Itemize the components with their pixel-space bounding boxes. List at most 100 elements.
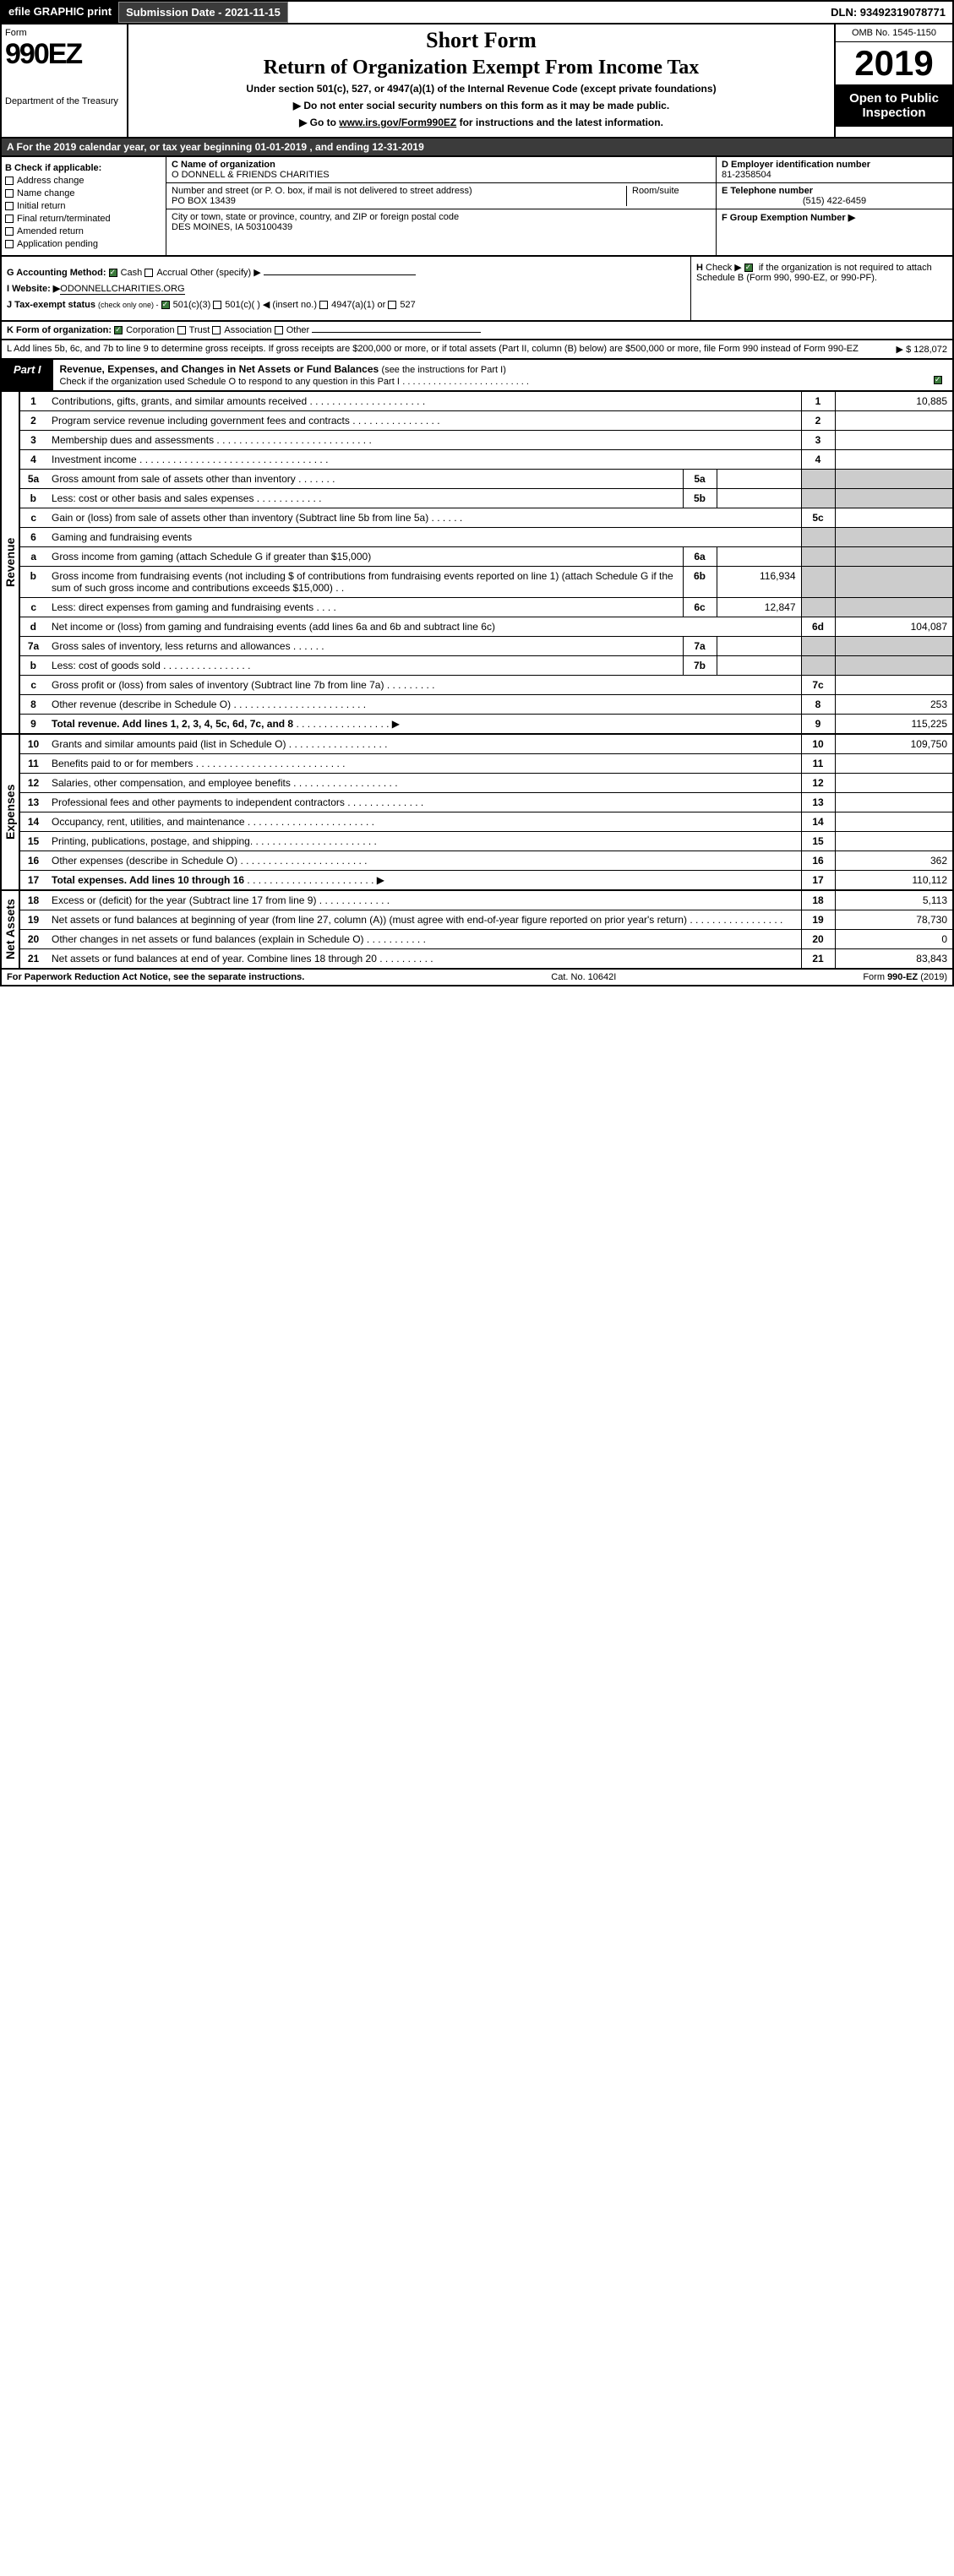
part-1-tag: Part I (2, 360, 53, 390)
other-org-line (312, 332, 481, 333)
line-i: I Website: ▶ODONNELLCHARITIES.ORG (7, 283, 685, 294)
table-row: 21Net assets or fund balances at end of … (19, 949, 953, 970)
table-row: dNet income or (loss) from gaming and fu… (19, 617, 953, 637)
sections-b-thru-f: B Check if applicable: Address change Na… (0, 157, 954, 257)
section-h: H Check ▶ if the organization is not req… (690, 257, 952, 320)
tel-label: E Telephone number (722, 186, 947, 196)
form-number: 990EZ (5, 38, 123, 71)
cb-trust[interactable] (177, 326, 186, 334)
section-c-org: C Name of organization O DONNELL & FRIEN… (166, 157, 716, 255)
org-name: O DONNELL & FRIENDS CHARITIES (172, 170, 711, 180)
open-to-public: Open to Public Inspection (836, 84, 952, 127)
i-label: I Website: ▶ (7, 284, 60, 294)
table-row: 8Other revenue (describe in Schedule O) … (19, 695, 953, 715)
ein-label: D Employer identification number (722, 160, 947, 170)
cb-other[interactable] (275, 326, 283, 334)
table-row: 13Professional fees and other payments t… (19, 793, 953, 812)
city-label: City or town, state or province, country… (172, 212, 711, 222)
room-label: Room/suite (632, 186, 711, 196)
cat-number: Cat. No. 10642I (551, 972, 616, 982)
short-form-title: Short Form (135, 28, 827, 53)
street-value: PO BOX 13439 (172, 196, 626, 206)
left-g-i-j: G Accounting Method: Cash Accrual Other … (2, 257, 690, 320)
line-j: J Tax-exempt status (check only one) - 5… (7, 299, 685, 310)
revenue-section: Revenue 1Contributions, gifts, grants, a… (0, 392, 954, 735)
table-row: 17Total expenses. Add lines 10 through 1… (19, 871, 953, 891)
net-assets-table: 18Excess or (deficit) for the year (Subt… (19, 891, 954, 970)
section-b-label: B Check if applicable: (5, 163, 162, 173)
paperwork-notice: For Paperwork Reduction Act Notice, see … (7, 972, 304, 982)
cb-address-change[interactable]: Address change (5, 176, 162, 186)
g-label: G Accounting Method: (7, 268, 106, 278)
department-label: Department of the Treasury (5, 96, 123, 106)
cb-527[interactable] (388, 301, 396, 309)
goto-pre: Go to (310, 117, 340, 128)
subtitle: Under section 501(c), 527, or 4947(a)(1)… (135, 83, 827, 95)
website-value[interactable]: ODONNELLCHARITIES.ORG (60, 284, 184, 295)
title-column: Short Form Return of Organization Exempt… (128, 24, 834, 137)
cb-4947[interactable] (319, 301, 328, 309)
j-label: J Tax-exempt status (7, 300, 95, 310)
top-bar: efile GRAPHIC print Submission Date - 20… (0, 0, 954, 24)
ssn-warning: Do not enter social security numbers on … (135, 100, 827, 111)
cb-amended-return[interactable]: Amended return (5, 226, 162, 236)
cb-corporation[interactable] (114, 326, 123, 334)
cb-accrual[interactable] (144, 269, 153, 277)
org-name-label: C Name of organization (172, 160, 711, 170)
cb-h[interactable] (744, 264, 753, 272)
cb-initial-return[interactable]: Initial return (5, 201, 162, 211)
part-1-checkbox[interactable] (927, 360, 952, 390)
h-check-label: Check ▶ (706, 263, 742, 273)
cb-application-pending[interactable]: Application pending (5, 239, 162, 249)
table-row: 15Printing, publications, postage, and s… (19, 832, 953, 851)
table-row: 20Other changes in net assets or fund ba… (19, 930, 953, 949)
table-row: cLess: direct expenses from gaming and f… (19, 598, 953, 617)
revenue-side-label: Revenue (0, 392, 19, 735)
cb-501c3[interactable] (161, 301, 170, 309)
table-row: bLess: cost or other basis and sales exp… (19, 489, 953, 508)
table-row: bLess: cost of goods sold . . . . . . . … (19, 656, 953, 676)
irs-link[interactable]: www.irs.gov/Form990EZ (339, 117, 456, 128)
table-row: aGross income from gaming (attach Schedu… (19, 547, 953, 567)
cb-cash[interactable] (109, 269, 117, 277)
table-row: 1Contributions, gifts, grants, and simil… (19, 392, 953, 411)
tel-value: (515) 422-6459 (722, 196, 947, 206)
cb-final-return[interactable]: Final return/terminated (5, 214, 162, 224)
cb-501c[interactable] (213, 301, 221, 309)
expenses-section: Expenses 10Grants and similar amounts pa… (0, 735, 954, 891)
net-assets-side-label: Net Assets (0, 891, 19, 970)
other-specify-line (264, 274, 416, 275)
line-l: L Add lines 5b, 6c, and 7b to line 9 to … (0, 340, 954, 360)
table-row: 16Other expenses (describe in Schedule O… (19, 851, 953, 871)
table-row: 6Gaming and fundraising events (19, 528, 953, 547)
table-row: 10Grants and similar amounts paid (list … (19, 735, 953, 754)
efile-button[interactable]: efile GRAPHIC print (2, 2, 118, 23)
cb-name-change[interactable]: Name change (5, 188, 162, 198)
net-assets-section: Net Assets 18Excess or (deficit) for the… (0, 891, 954, 970)
city-value: DES MOINES, IA 503100439 (172, 222, 711, 232)
form-word: Form (5, 28, 123, 38)
table-row: cGross profit or (loss) from sales of in… (19, 676, 953, 695)
section-b-checkboxes: B Check if applicable: Address change Na… (2, 157, 166, 255)
l-amount: ▶ $ 128,072 (897, 344, 947, 355)
sections-d-e-f: D Employer identification number 81-2358… (716, 157, 952, 255)
line-g: G Accounting Method: Cash Accrual Other … (7, 267, 685, 278)
sections-g-h-i-j: G Accounting Method: Cash Accrual Other … (0, 257, 954, 322)
submission-date-button[interactable]: Submission Date - 2021-11-15 (118, 2, 288, 23)
goto-instruction: ▶ Go to www.irs.gov/Form990EZ for instru… (135, 117, 827, 128)
j-sub: (check only one) - (98, 301, 159, 309)
table-row: bGross income from fundraising events (n… (19, 567, 953, 598)
ein-value: 81-2358504 (722, 170, 947, 180)
cb-association[interactable] (212, 326, 221, 334)
main-title: Return of Organization Exempt From Incom… (135, 57, 827, 79)
line-a-tax-year: A For the 2019 calendar year, or tax yea… (0, 139, 954, 157)
k-label: K Form of organization: (7, 325, 112, 335)
table-row: cGain or (loss) from sale of assets othe… (19, 508, 953, 528)
form-header: Form 990EZ Department of the Treasury Sh… (0, 24, 954, 139)
goto-post: for instructions and the latest informat… (456, 117, 663, 128)
table-row: 5aGross amount from sale of assets other… (19, 470, 953, 489)
dln-label: DLN: 93492319078771 (824, 3, 952, 22)
expenses-side-label: Expenses (0, 735, 19, 891)
form-number-col: Form 990EZ Department of the Treasury (2, 24, 128, 137)
table-row: 18Excess or (deficit) for the year (Subt… (19, 891, 953, 910)
